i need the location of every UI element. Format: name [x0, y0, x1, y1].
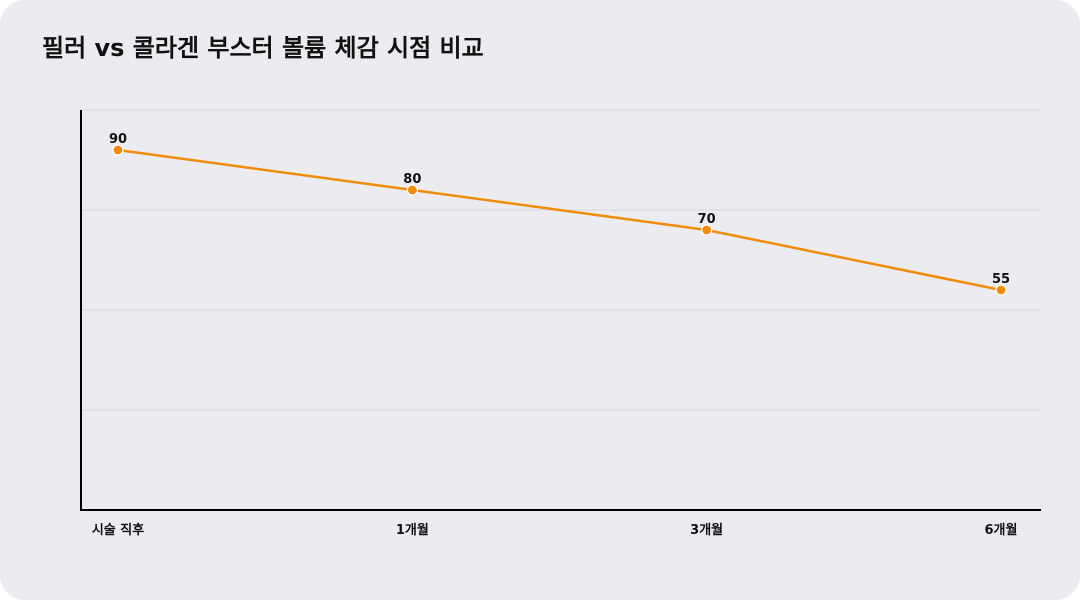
data-label: 55	[992, 272, 1010, 287]
x-tick-labels: 시술 직후 1개월 3개월 6개월	[92, 522, 1018, 538]
data-point	[701, 224, 713, 236]
data-label: 90	[109, 132, 127, 147]
data-point	[406, 184, 418, 196]
data-label: 70	[698, 212, 716, 227]
x-tick-label: 시술 직후	[92, 522, 144, 538]
x-tick-label: 6개월	[985, 522, 1018, 538]
data-point	[995, 284, 1007, 296]
data-label: 80	[403, 172, 421, 187]
series-line	[117, 148, 1002, 292]
x-tick-label: 3개월	[690, 522, 723, 538]
gridlines	[81, 109, 1041, 411]
data-point	[112, 144, 124, 156]
series-layer: 90 80 70 55	[109, 132, 1010, 296]
x-tick-label: 1개월	[396, 522, 429, 538]
chart-title: 필러 vs 콜라겐 부스터 볼륨 체감 시점 비교	[42, 34, 484, 62]
